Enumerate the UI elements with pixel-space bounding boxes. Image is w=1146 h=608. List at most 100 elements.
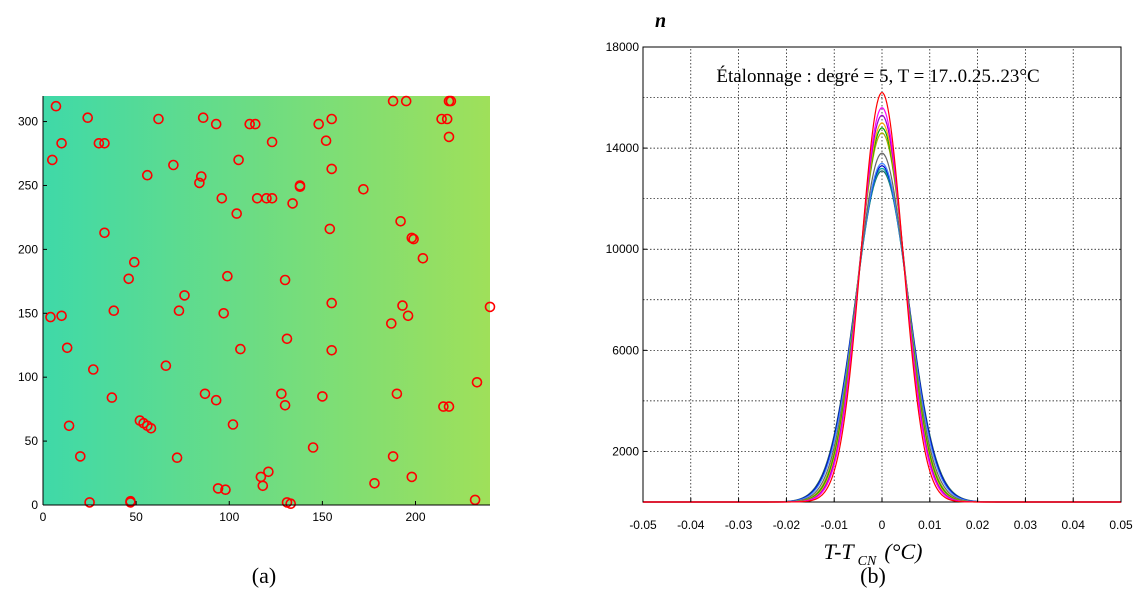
- scatter-point: [233, 154, 244, 166]
- scatter-point: [194, 177, 205, 189]
- scatter-point: [400, 95, 412, 107]
- y-tick-label: 0: [31, 498, 38, 512]
- scatter-point: [153, 113, 164, 125]
- scatter-point: [227, 419, 239, 430]
- scatter-markers: [45, 95, 496, 510]
- scatter-point: [197, 112, 209, 123]
- scatter-point: [266, 136, 278, 148]
- scatter-point: [369, 477, 380, 489]
- scatter-point: [281, 333, 293, 345]
- scatter-point: [210, 118, 222, 130]
- histogram-panel-b: -0.05 -0.04 -0.03 -0.02 -0.01 0 0.01 0.02 0.03 0.…: [606, 10, 1133, 588]
- x-axis-label-subscript: CN: [858, 554, 877, 569]
- y-tick-label: 10000: [606, 242, 640, 256]
- scatter-point: [385, 318, 397, 329]
- y-axis-label: n: [655, 10, 666, 32]
- x-tick-label: 0.01: [918, 518, 942, 532]
- scatter-point: [84, 497, 95, 508]
- scatter-point: [471, 376, 483, 388]
- scatter-panel-a: 0 50 100 150 200 0 50 100 150 200 250 300 (a): [18, 95, 496, 588]
- scatter-point: [317, 391, 328, 402]
- scatter-point: [61, 342, 73, 354]
- x-tick-label: 0.04: [1062, 518, 1086, 532]
- x-tick-label: -0.03: [725, 518, 753, 532]
- x-tick-label: -0.01: [821, 518, 849, 532]
- scatter-point: [257, 480, 269, 492]
- scatter-point: [93, 138, 105, 149]
- scatter-point: [218, 307, 229, 319]
- scatter-point: [266, 193, 278, 204]
- scatter-point: [106, 392, 118, 403]
- scatter-point: [441, 113, 453, 125]
- scatter-point: [402, 310, 414, 322]
- scatter-point: [406, 232, 418, 244]
- scatter-point: [142, 169, 153, 181]
- calibration-annotation: Étalonnage : degré = 5, T = 17..0.25..23…: [716, 65, 1039, 87]
- x-axis-label-unit: (°C): [884, 539, 922, 564]
- panel-label-b: (b): [860, 563, 886, 588]
- scatter-point: [99, 227, 110, 239]
- scatter-point: [406, 471, 418, 483]
- scatter-point: [387, 95, 399, 107]
- y-tick-label: 300: [18, 115, 38, 129]
- x-tick-label: 0.03: [1014, 518, 1038, 532]
- scatter-point: [56, 138, 67, 149]
- x-tick-label: -0.05: [629, 518, 657, 532]
- scatter-point: [313, 118, 325, 130]
- scatter-point: [326, 163, 338, 175]
- scatter-point: [324, 223, 336, 235]
- scatter-point: [397, 300, 408, 311]
- scatter-point: [391, 388, 403, 400]
- scatter-point: [387, 451, 399, 462]
- scatter-point: [46, 154, 58, 166]
- scatter-point: [210, 394, 222, 406]
- scatter-point: [294, 181, 306, 192]
- scatter-point: [171, 452, 183, 464]
- line-plot-series: [643, 91, 1121, 503]
- scatter-point: [445, 95, 457, 107]
- scatter-point: [45, 311, 56, 323]
- scatter-point: [63, 420, 75, 432]
- x-tick-label: 0: [40, 510, 47, 524]
- y-tick-label: 150: [18, 306, 38, 320]
- x-tick-label: 200: [405, 510, 425, 524]
- distribution-curve: [643, 91, 1121, 503]
- y-tick-label: 200: [18, 242, 38, 256]
- scatter-point: [50, 100, 62, 112]
- scatter-point: [443, 131, 455, 143]
- scatter-point: [279, 399, 291, 411]
- scatter-point: [287, 198, 298, 209]
- scatter-point: [129, 256, 140, 268]
- y-tick-label: 250: [18, 178, 38, 192]
- scatter-point: [145, 422, 157, 434]
- scatter-point: [395, 216, 406, 227]
- x-axis-label-main: T-T: [824, 539, 856, 564]
- scatter-point: [196, 171, 207, 182]
- scatter-point: [263, 466, 274, 478]
- x-axis-label: T-T CN (°C): [824, 539, 923, 569]
- scatter-point: [88, 364, 99, 375]
- scatter-point: [123, 273, 134, 285]
- scatter-point: [326, 344, 338, 356]
- scatter-point: [261, 193, 272, 204]
- x-tick-label: -0.02: [773, 518, 801, 532]
- x-tick-label: 50: [129, 510, 143, 524]
- x-tick-label: 0.05: [1109, 518, 1133, 532]
- x-tick-label: 150: [312, 510, 332, 524]
- x-tick-label: 0: [879, 518, 886, 532]
- scatter-point: [469, 494, 481, 506]
- scatter-point: [168, 159, 179, 171]
- y-tick-label: 6000: [612, 343, 639, 357]
- scatter-point: [179, 290, 190, 301]
- y-tick-label: 2000: [612, 444, 639, 458]
- x-tick-label: 0.02: [966, 518, 990, 532]
- scatter-point: [484, 301, 496, 313]
- scatter-point: [276, 388, 287, 400]
- line-plot-axes: -0.05 -0.04 -0.03 -0.02 -0.01 0 0.01 0.02 0.03 0.…: [606, 40, 1133, 532]
- scatter-point: [358, 184, 369, 195]
- panel-label-a: (a): [252, 563, 276, 588]
- scatter-point: [99, 138, 110, 149]
- y-tick-label: 100: [18, 370, 38, 384]
- scatter-point: [443, 401, 455, 412]
